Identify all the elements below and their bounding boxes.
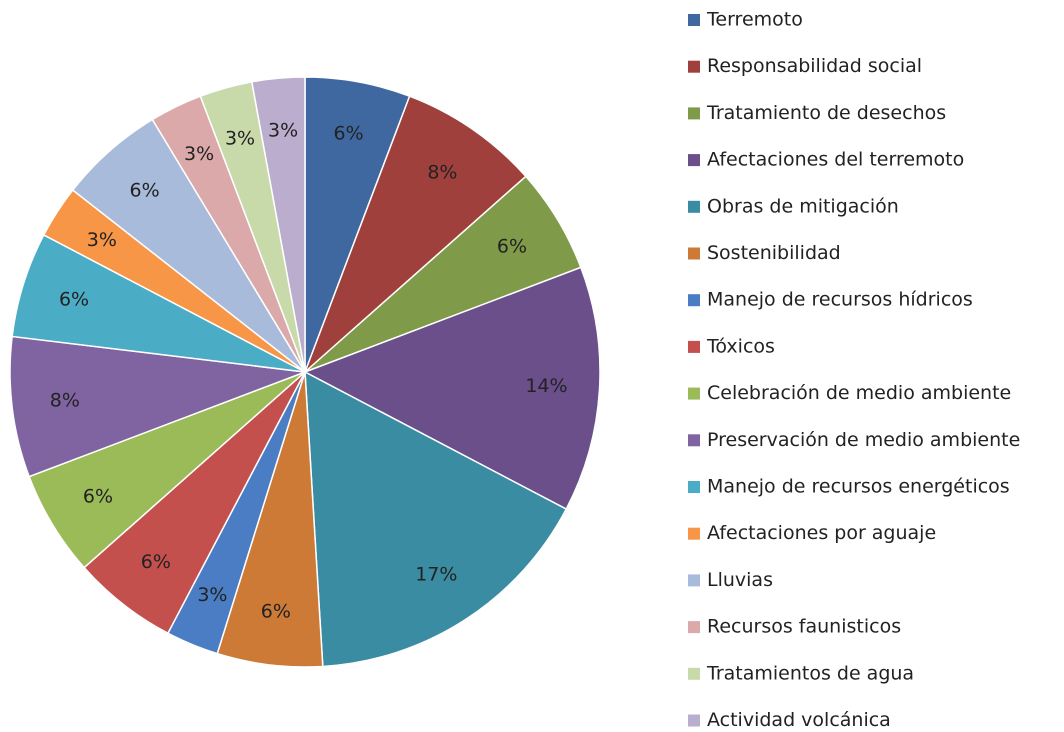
data-label: 6% — [261, 601, 291, 623]
pie-slice — [304, 95, 527, 373]
legend-label: Afectaciones por aguaje — [707, 522, 936, 544]
legend-label: Lluvias — [707, 569, 773, 591]
legend-swatch — [688, 154, 700, 167]
legend-swatch — [688, 434, 700, 447]
legend-swatch — [688, 714, 700, 727]
legend-label: Sostenibilidad — [707, 242, 841, 264]
legend-label: Recursos faunisticos — [707, 616, 901, 638]
data-label: 6% — [497, 235, 527, 257]
legend-swatch — [688, 107, 700, 120]
legend-swatch — [688, 667, 700, 680]
legend-swatch — [688, 60, 700, 73]
legend-label: Actividad volcánica — [707, 709, 891, 731]
data-label: 6% — [334, 123, 364, 145]
legend-label: Obras de mitigación — [707, 195, 899, 217]
data-label: 6% — [141, 551, 171, 573]
legend-swatch — [688, 387, 700, 400]
legend-label: Celebración de medio ambiente — [707, 382, 1011, 404]
legend-label: Tratamientos de agua — [706, 662, 914, 684]
legend-swatch — [688, 247, 700, 260]
legend-swatch — [688, 200, 700, 213]
data-label: 8% — [50, 390, 80, 412]
data-label: 6% — [83, 486, 113, 508]
pie-slice — [303, 266, 601, 511]
legend-swatch — [688, 14, 700, 26]
legend-label: Preservación de medio ambiente — [707, 429, 1020, 451]
legend-label: Tóxicos — [706, 335, 775, 357]
legend-swatch — [688, 481, 700, 493]
data-label: 8% — [427, 161, 457, 183]
legend-swatch — [688, 527, 700, 540]
data-label: 3% — [197, 584, 227, 606]
data-label: 3% — [87, 229, 117, 251]
data-label: 3% — [184, 143, 214, 165]
data-label: 6% — [59, 289, 89, 311]
pie-slice — [250, 76, 306, 373]
legend-label: Responsabilidad social — [707, 55, 922, 77]
data-label: 14% — [525, 375, 567, 397]
legend-swatch — [688, 294, 700, 307]
data-label: 17% — [415, 564, 457, 586]
legend-label: Tratamiento de desechos — [706, 102, 946, 124]
legend-label: Terremoto — [706, 9, 803, 31]
legend-swatch — [688, 621, 700, 634]
data-label: 3% — [225, 127, 255, 149]
legend-label: Manejo de recursos hídricos — [707, 289, 973, 311]
data-label: 6% — [130, 179, 160, 201]
legend-label: Manejo de recursos energéticos — [707, 476, 1010, 498]
legend-label: Afectaciones del terremoto — [707, 149, 964, 171]
pie-slice — [9, 335, 306, 478]
legend-swatch — [688, 340, 700, 353]
data-label: 3% — [268, 120, 298, 142]
legend-swatch — [688, 574, 700, 587]
pie-slice — [304, 370, 568, 668]
